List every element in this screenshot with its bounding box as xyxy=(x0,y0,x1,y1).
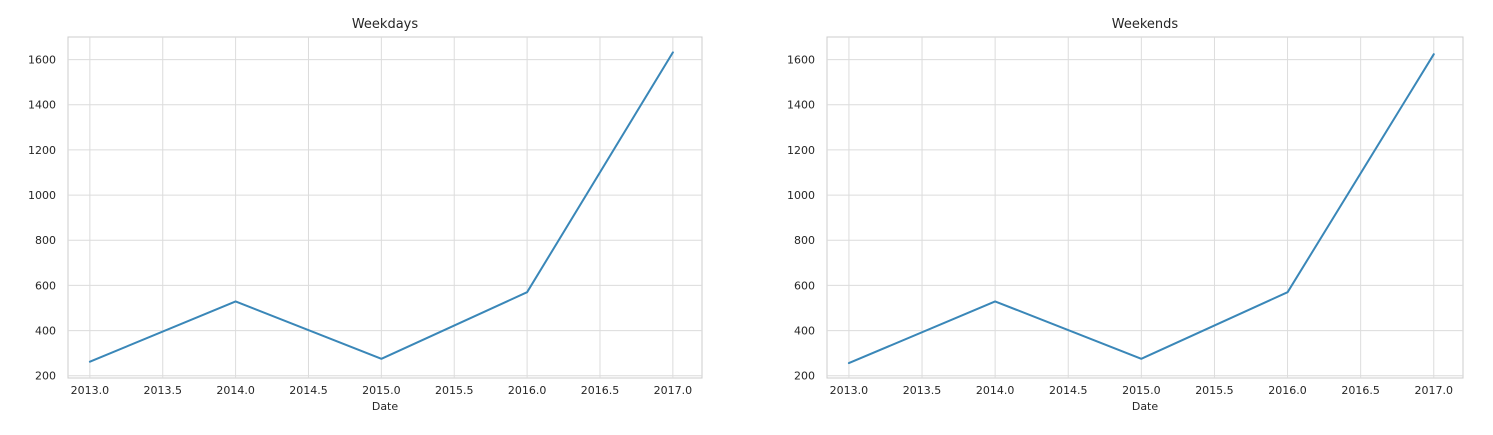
x-tick-label: 2013.0 xyxy=(71,384,110,397)
x-tick-label: 2015.5 xyxy=(435,384,474,397)
x-tick-label: 2015.0 xyxy=(1122,384,1161,397)
chart-title: Weekends xyxy=(1112,17,1179,32)
chart-title: Weekdays xyxy=(352,17,419,32)
chart-panel-weekdays: 2013.0 2013.5 2014.0 2014.5 2015.0 2015.5 2016… xyxy=(28,17,703,413)
x-tick-label: 2016.0 xyxy=(508,384,547,397)
y-tick-label: 200 xyxy=(35,370,56,383)
y-tick-label: 800 xyxy=(35,234,56,247)
y-tick-label: 1200 xyxy=(28,144,56,157)
x-tick-label: 2014.5 xyxy=(1049,384,1088,397)
x-tick-label: 2014.0 xyxy=(216,384,255,397)
y-tick-label: 400 xyxy=(794,325,815,338)
x-tick-label: 2017.0 xyxy=(1415,384,1454,397)
y-tick-label: 1600 xyxy=(28,54,56,67)
chart-panel-weekends: 2013.0 2013.5 2014.0 2014.5 2015.0 2015.5 2016… xyxy=(787,17,1464,413)
series-line xyxy=(847,53,1435,365)
x-tick-label: 2014.5 xyxy=(289,384,328,397)
x-tick-label: 2016.0 xyxy=(1268,384,1307,397)
y-tick-label: 600 xyxy=(35,279,56,292)
x-tick-label: 2013.0 xyxy=(830,384,869,397)
plot-area xyxy=(826,36,1464,379)
y-tick-label: 1000 xyxy=(787,189,815,202)
y-tick-label: 400 xyxy=(35,325,56,338)
x-tick-label: 2014.0 xyxy=(976,384,1015,397)
y-tick-label: 1400 xyxy=(28,99,56,112)
x-tick-label: 2013.5 xyxy=(903,384,942,397)
x-tick-label: 2015.5 xyxy=(1195,384,1234,397)
y-tick-label: 1200 xyxy=(787,144,815,157)
x-tick-label: 2016.5 xyxy=(1341,384,1380,397)
x-tick-label: 2016.5 xyxy=(581,384,620,397)
x-tick-label: 2015.0 xyxy=(362,384,401,397)
x-axis-label: Date xyxy=(1132,400,1159,413)
y-tick-label: 1600 xyxy=(787,54,815,67)
series-line xyxy=(88,51,674,363)
x-tick-label: 2017.0 xyxy=(654,384,693,397)
y-tick-label: 600 xyxy=(794,279,815,292)
y-tick-label: 800 xyxy=(794,234,815,247)
y-tick-label: 1000 xyxy=(28,189,56,202)
plot-area xyxy=(67,36,703,379)
y-tick-label: 1400 xyxy=(787,99,815,112)
x-tick-label: 2013.5 xyxy=(143,384,182,397)
y-tick-label: 200 xyxy=(794,370,815,383)
x-axis-label: Date xyxy=(372,400,399,413)
